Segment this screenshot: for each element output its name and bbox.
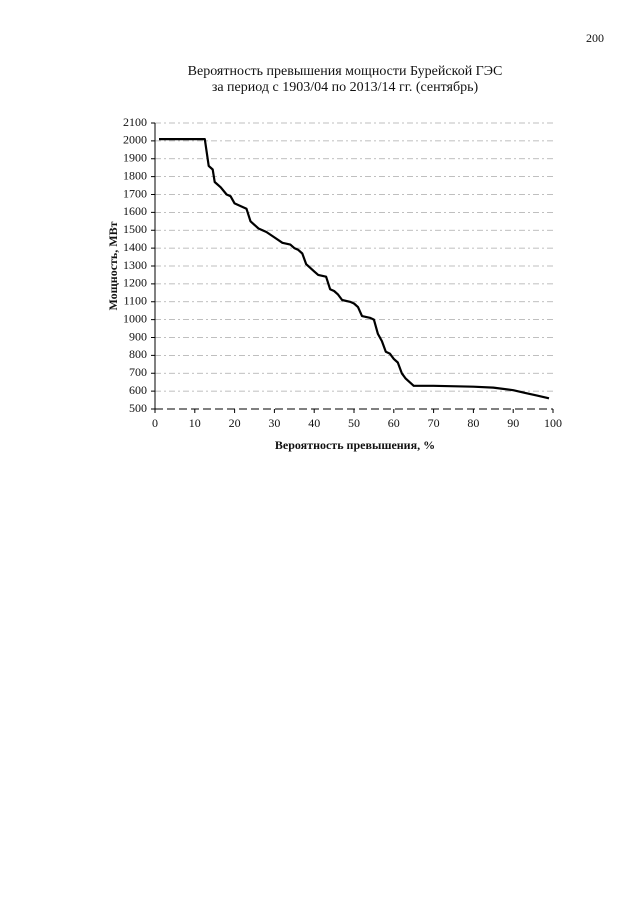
x-axis-label: Вероятность превышения, %: [275, 438, 435, 452]
y-tick-label: 1600: [123, 204, 147, 218]
y-tick-label: 2000: [123, 133, 147, 147]
y-tick-label: 1200: [123, 276, 147, 290]
y-tick-label: 1700: [123, 186, 147, 200]
chart-subtitle: за период с 1903/04 по 2013/14 гг. (сент…: [212, 80, 479, 95]
y-tick-label: 800: [129, 347, 147, 361]
x-tick-label: 90: [507, 416, 519, 430]
x-tick-label: 0: [152, 416, 158, 430]
x-tick-label: 70: [428, 416, 440, 430]
y-tick-label: 500: [129, 401, 147, 415]
x-tick-label: 80: [467, 416, 479, 430]
y-tick-label: 1100: [123, 294, 147, 308]
y-tick-label: 900: [129, 329, 147, 343]
y-tick-label: 1300: [123, 258, 147, 272]
y-tick-label: 600: [129, 383, 147, 397]
y-tick-label: 700: [129, 365, 147, 379]
y-tick-label: 1000: [123, 311, 147, 325]
page-number: 200: [586, 31, 604, 45]
y-tick-label: 1900: [123, 151, 147, 165]
x-tick-label: 40: [308, 416, 320, 430]
y-tick-label: 1500: [123, 222, 147, 236]
y-tick-label: 1400: [123, 240, 147, 254]
y-tick-label: 1800: [123, 168, 147, 182]
x-tick-label: 10: [189, 416, 201, 430]
x-tick-label: 100: [544, 416, 562, 430]
y-axis-label: Мощность, МВт: [106, 221, 120, 310]
x-tick-label: 60: [388, 416, 400, 430]
chart-title: Вероятность превышения мощности Бурейско…: [188, 64, 503, 79]
x-tick-label: 50: [348, 416, 360, 430]
x-tick-label: 30: [268, 416, 280, 430]
x-tick-label: 20: [229, 416, 241, 430]
y-tick-label: 2100: [123, 115, 147, 129]
data-line: [159, 138, 550, 400]
